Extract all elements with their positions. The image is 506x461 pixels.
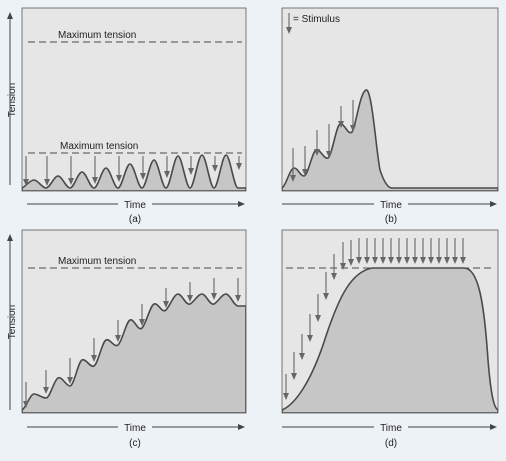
stimulus-arrow	[68, 156, 74, 185]
stimulus-arrow	[299, 334, 305, 360]
panel-d-stimulus-arrows	[283, 238, 466, 400]
panel-a-time-axis: Time	[27, 197, 245, 211]
stimulus-arrow	[212, 156, 218, 172]
panel-b-stimulus-legend: = Stimulus	[286, 13, 340, 34]
stimulus-arrow	[187, 282, 193, 302]
stimulus-arrow	[444, 238, 450, 264]
panel-a-max-tension-label-lower: Maximum tension	[60, 141, 138, 152]
stimulus-arrow	[314, 130, 320, 156]
stimulus-arrow	[323, 272, 329, 300]
stimulus-arrow	[331, 254, 337, 280]
panel-a-twitch-waveform	[22, 154, 246, 191]
panel-a-time-label: Time	[124, 200, 146, 211]
panel-c-stimulus-arrows	[23, 278, 241, 408]
stimulus-arrow	[211, 278, 217, 300]
stimulus-arrow	[412, 238, 418, 264]
stimulus-arrow	[364, 238, 370, 264]
stimulus-arrow	[67, 358, 73, 384]
panel-b-time-label: Time	[380, 200, 402, 211]
stimulus-arrow	[326, 124, 332, 158]
panel-b-caption: (b)	[385, 214, 397, 225]
panel-a-stimulus-arrows	[23, 156, 242, 186]
panel-a: Maximum tension Maximum tension	[21, 7, 247, 192]
stimulus-arrow	[388, 238, 394, 264]
panel-c-max-tension-label: Maximum tension	[58, 256, 136, 267]
y-axis-label-top: Tension	[7, 83, 18, 117]
stimulus-arrow	[290, 148, 296, 182]
panel-a-caption: (a)	[129, 214, 141, 225]
stimulus-arrow	[164, 156, 170, 178]
panel-b-time-axis: Time	[282, 197, 497, 211]
panel-a-max-tension-label-upper: Maximum tension	[58, 30, 136, 41]
y-axis-arrow-bottom	[7, 234, 13, 410]
stimulus-arrow	[372, 238, 378, 264]
stimulus-arrow	[23, 156, 29, 186]
stimulus-arrow	[428, 238, 434, 264]
stimulus-arrow	[396, 238, 402, 264]
stimulus-arrow	[140, 156, 146, 180]
y-axis-arrow-top	[7, 12, 13, 185]
stimulus-arrow	[235, 278, 241, 302]
panel-c-time-axis: Time	[27, 420, 245, 434]
stimulus-arrow	[460, 238, 466, 264]
stimulus-arrow	[436, 238, 442, 264]
stimulus-arrow	[307, 314, 313, 342]
stimulus-arrow	[338, 106, 344, 128]
stimulus-arrow	[23, 382, 29, 408]
stimulus-arrow	[348, 240, 354, 266]
stimulus-arrow	[350, 100, 356, 132]
stimulus-arrow	[356, 238, 362, 264]
stimulus-arrow	[452, 238, 458, 264]
stimulus-arrow	[236, 156, 242, 170]
stimulus-arrow	[420, 238, 426, 264]
stimulus-arrow	[139, 304, 145, 326]
panel-c-incomplete-tetanus-waveform	[22, 293, 246, 413]
stimulus-arrow	[92, 156, 98, 184]
stimulus-arrow	[44, 156, 50, 186]
stimulus-arrow	[302, 146, 308, 176]
panel-d-caption: (d)	[385, 438, 397, 449]
y-axis-label-bottom: Tension	[7, 305, 18, 339]
panel-c-time-label: Time	[124, 423, 146, 434]
panel-d	[281, 229, 499, 414]
panel-c: Maximum tension	[21, 229, 247, 414]
panel-c-caption: (c)	[129, 438, 141, 449]
panel-b: = Stimulus	[281, 7, 499, 192]
stimulus-arrow	[116, 156, 122, 182]
stimulus-arrow	[43, 370, 49, 394]
panel-d-time-label: Time	[380, 423, 402, 434]
stimulus-arrow	[188, 156, 194, 175]
panel-b-stimulus-arrows	[290, 100, 356, 182]
panel-b-summation-waveform	[282, 89, 498, 191]
stimulus-arrow	[380, 238, 386, 264]
stimulus-arrow	[315, 294, 321, 322]
stimulus-arrow	[340, 242, 346, 270]
panel-d-time-axis: Time	[282, 420, 497, 434]
panel-b-stimulus-legend-text: = Stimulus	[293, 14, 340, 25]
stimulus-arrow	[291, 352, 297, 380]
stimulus-arrow	[283, 374, 289, 400]
stimulus-arrow	[115, 320, 121, 342]
stimulus-arrow	[91, 338, 97, 362]
stimulus-arrow	[163, 288, 169, 308]
stimulus-arrow	[404, 238, 410, 264]
